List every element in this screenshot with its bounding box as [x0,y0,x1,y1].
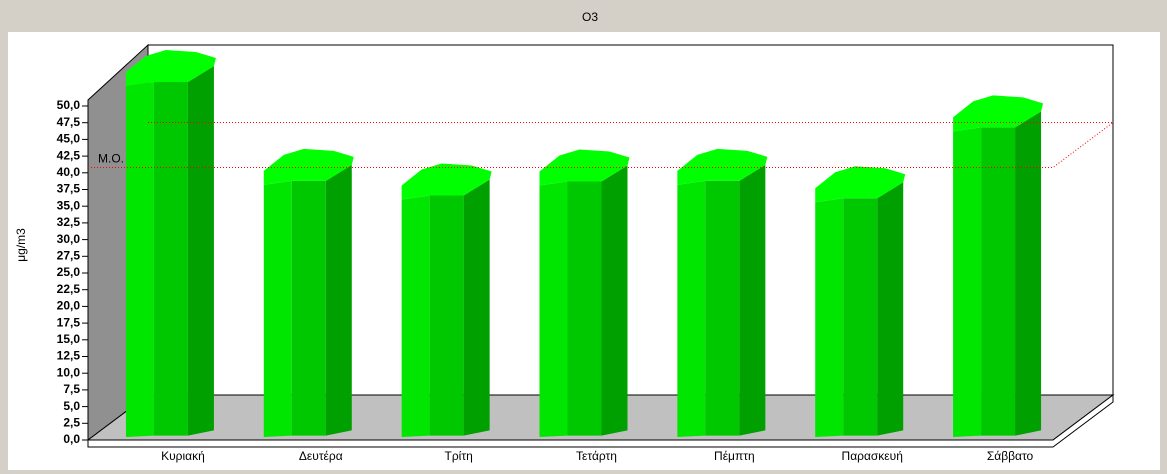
x-tick-label: Κυριακή [161,449,205,463]
y-tick-label: 40,0 [57,165,81,179]
bar-face [739,164,766,436]
x-tick-label: Παρασκευή [842,449,903,463]
mean-label: M.O. [98,152,124,166]
y-tick-label: 10,0 [57,365,81,379]
bar-face [291,180,326,436]
bar [125,49,216,438]
bar-face [877,182,904,436]
bar-face [815,198,844,437]
bar [401,163,492,437]
y-tick-label: 35,0 [57,198,81,212]
y-tick-label: 37,5 [57,182,81,196]
x-tick-label: Δευτέρα [299,449,343,463]
y-tick-label: 50,0 [57,98,81,112]
y-tick-label: 17,5 [57,315,81,329]
bar [263,148,354,437]
y-tick-label: 45,0 [57,132,81,146]
bar [677,148,768,437]
bar-top [263,148,354,185]
bar-face [401,195,430,437]
bar-face [463,179,490,436]
bar-face [677,180,706,437]
y-tick-label: 42,5 [57,148,81,162]
y-tick-label: 25,0 [57,265,81,279]
chart-title: O3 [582,10,598,24]
bar-top [815,166,906,203]
y-tick-label: 2,5 [63,415,80,429]
bar-face [187,65,214,436]
bar-top [953,95,1044,132]
bar-face [601,165,628,436]
x-tick-label: Τετάρτη [576,449,617,463]
bar-face [325,164,352,436]
bar-face [843,198,878,436]
bar-face [539,181,568,437]
y-tick-label: 0,0 [63,432,80,446]
bar-face [1015,111,1042,436]
y-tick-label: 7,5 [63,382,80,396]
bar-top [401,163,492,200]
bar-face [705,180,740,436]
y-tick-label: 20,0 [57,299,81,313]
bar [953,95,1044,437]
y-tick-label: 5,0 [63,399,80,413]
x-tick-label: Τρίτη [445,449,473,463]
y-tick-label: 32,5 [57,215,81,229]
bar-face [153,81,188,436]
y-tick-label: 30,0 [57,232,81,246]
mean-line [88,121,1115,168]
bar-face [567,181,602,436]
y-tick-label: 47,5 [57,115,81,129]
bar-face [125,81,154,438]
bar-top [125,49,216,86]
y-tick-label: 22,5 [57,282,81,296]
floor-edge [87,394,1114,448]
y-tick-label: 27,5 [57,248,81,262]
bar-top [539,149,630,186]
y-tick-label: 15,0 [57,332,81,346]
bar [539,149,630,437]
y-tick-label: 12,5 [57,349,81,363]
bar-top [677,148,768,185]
x-tick-label: Πέμπτη [714,449,755,463]
bar-face [981,127,1016,436]
x-tick-label: Σάββατο [987,449,1034,463]
bar-face [263,180,292,437]
bar-face [953,127,982,437]
bar [815,166,906,437]
y-axis-label: μg/m3 [14,228,28,262]
bar-face [429,195,464,436]
